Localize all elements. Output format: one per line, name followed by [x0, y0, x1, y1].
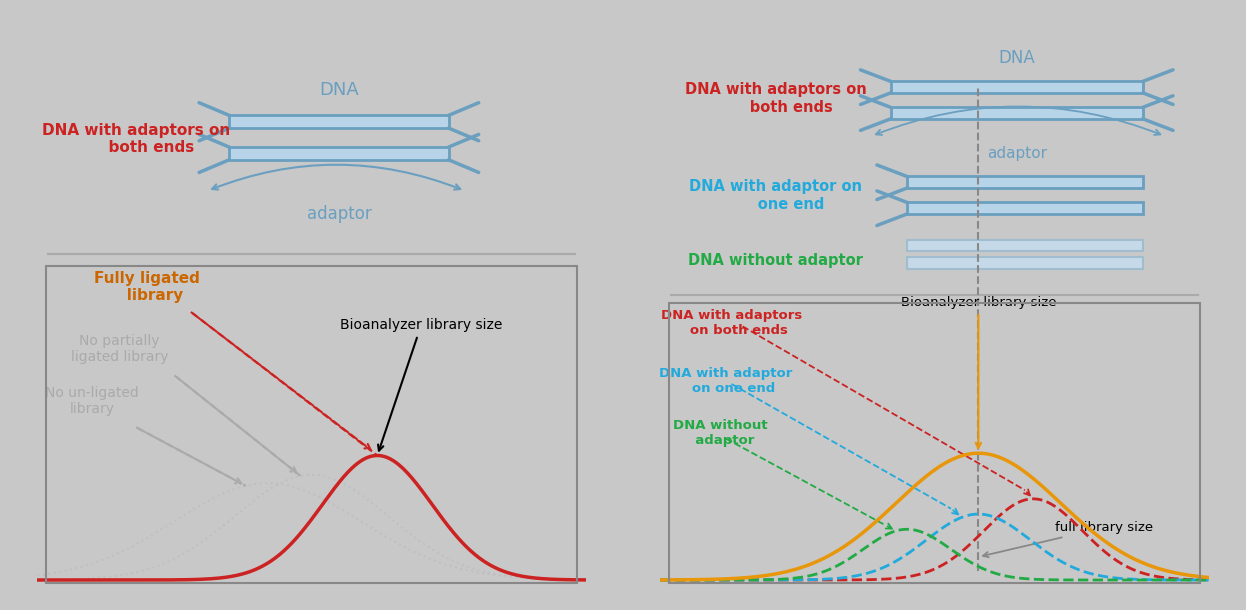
Bar: [907, 240, 1143, 251]
Text: DNA with adaptor
   on one end: DNA with adaptor on one end: [659, 367, 792, 395]
Text: full library size: full library size: [983, 521, 1154, 557]
Text: DNA: DNA: [319, 81, 359, 99]
Bar: [891, 81, 1143, 93]
Text: DNA: DNA: [998, 49, 1035, 67]
Text: DNA without
  adaptor: DNA without adaptor: [673, 419, 768, 447]
Bar: [907, 176, 1143, 188]
Text: DNA without adaptor: DNA without adaptor: [688, 253, 863, 268]
Text: Bioanalyzer library size: Bioanalyzer library size: [901, 296, 1057, 448]
Bar: [229, 147, 449, 160]
Text: adaptor: adaptor: [987, 146, 1047, 161]
Bar: [46, 266, 577, 583]
Bar: [891, 107, 1143, 119]
Text: DNA with adaptor on
      one end: DNA with adaptor on one end: [689, 179, 862, 212]
Bar: [229, 115, 449, 128]
Text: No un-ligated
library: No un-ligated library: [45, 386, 140, 416]
Bar: [907, 203, 1143, 214]
Text: DNA with adaptors on
      both ends: DNA with adaptors on both ends: [684, 82, 866, 115]
Text: DNA with adaptors on
      both ends: DNA with adaptors on both ends: [42, 123, 231, 155]
Text: Bioanalyzer library size: Bioanalyzer library size: [340, 318, 502, 451]
Bar: [669, 303, 1200, 583]
Text: adaptor: adaptor: [307, 205, 371, 223]
Text: Fully ligated
   library: Fully ligated library: [95, 271, 199, 303]
Text: No partially
ligated library: No partially ligated library: [71, 334, 168, 364]
Bar: [907, 257, 1143, 269]
Text: DNA with adaptors
   on both ends: DNA with adaptors on both ends: [662, 309, 802, 337]
